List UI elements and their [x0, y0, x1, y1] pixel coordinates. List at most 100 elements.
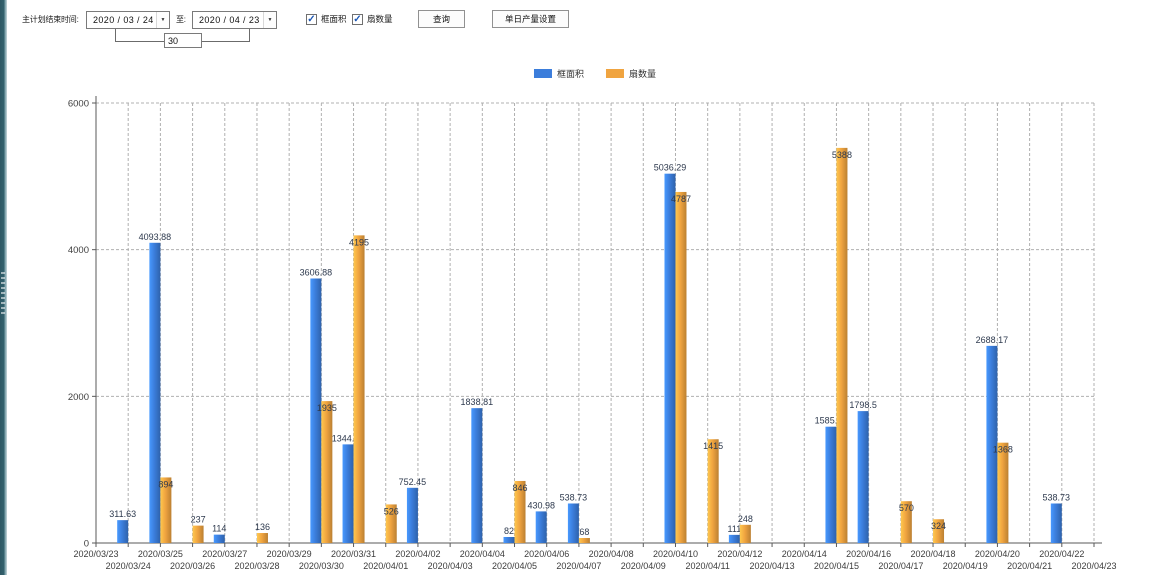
bar-value-label: 1935: [317, 403, 337, 413]
x-axis-label: 2020/04/11: [685, 561, 729, 571]
window-edge-strip: [0, 0, 7, 575]
bar-框面积-2020/04/06[interactable]: [535, 511, 547, 543]
bar-value-label: 82: [504, 526, 514, 536]
bar-value-label: 430.98: [527, 500, 555, 510]
bar-value-label: 894: [158, 479, 173, 489]
x-axis-label: 2020/04/22: [1039, 549, 1084, 559]
bar-扇数量-2020/04/10[interactable]: [675, 191, 687, 543]
bar-value-label: 136: [255, 522, 270, 532]
date-from-input[interactable]: 2020 / 03 / 24 ▼: [86, 11, 170, 29]
chevron-down-icon[interactable]: ▼: [263, 12, 276, 28]
x-axis-label: 2020/03/23: [73, 549, 118, 559]
x-axis-label: 2020/03/28: [234, 561, 279, 571]
x-axis-label: 2020/04/19: [943, 561, 988, 571]
bar-框面积-2020/04/15[interactable]: [825, 426, 837, 543]
bracket-line: [249, 29, 250, 42]
splitter-handle-icon[interactable]: [1, 272, 5, 314]
bar-扇数量-2020/04/01[interactable]: [385, 504, 397, 543]
chevron-down-icon[interactable]: ▼: [156, 12, 169, 28]
bar-value-label: 4195: [349, 237, 369, 247]
bar-扇数量-2020/04/07[interactable]: [578, 538, 590, 543]
bar-扇数量-2020/04/05[interactable]: [514, 480, 526, 543]
bar-框面积-2020/04/10[interactable]: [664, 173, 676, 544]
x-axis-label: 2020/04/03: [428, 561, 473, 571]
daily-output-setting-button[interactable]: 单日产量设置: [492, 10, 569, 28]
checkbox-frame-area-label: 框面积: [321, 14, 347, 24]
bar-扇数量-2020/03/30[interactable]: [321, 401, 333, 543]
bar-value-label: 1415: [703, 441, 723, 451]
bar-扇数量-2020/04/11[interactable]: [707, 439, 719, 543]
legend-swatch-frame-area: [533, 69, 552, 78]
checkbox-checked-icon[interactable]: ✓: [352, 13, 363, 25]
bar-扇数量-2020/04/17[interactable]: [900, 501, 912, 543]
bar-框面积-2020/04/12[interactable]: [728, 534, 740, 543]
legend-item-frame-area[interactable]: 框面积: [533, 67, 584, 80]
x-axis-label: 2020/04/02: [395, 549, 440, 559]
bar-框面积-2020/03/31[interactable]: [342, 444, 354, 543]
bar-框面积-2020/04/16[interactable]: [857, 411, 869, 543]
bar-框面积-2020/03/30[interactable]: [310, 278, 322, 543]
x-axis-label: 2020/04/15: [814, 561, 859, 571]
x-axis-label: 2020/04/05: [492, 561, 537, 571]
checkbox-fan-count-label: 扇数量: [367, 14, 393, 24]
x-axis-label: 2020/03/29: [267, 549, 312, 559]
x-axis-label: 2020/04/17: [878, 561, 923, 571]
bar-value-label: 752.45: [399, 477, 427, 487]
x-axis-label: 2020/03/27: [202, 549, 247, 559]
bar-扇数量-2020/03/25[interactable]: [160, 477, 172, 543]
bar-框面积-2020/04/02[interactable]: [406, 487, 418, 543]
x-axis-label: 2020/04/04: [460, 549, 505, 559]
bar-扇数量-2020/04/20[interactable]: [997, 442, 1009, 543]
bar-框面积-2020/04/07[interactable]: [567, 503, 579, 543]
bar-扇数量-2020/04/12[interactable]: [739, 524, 751, 543]
interval-days-value: 30: [168, 35, 179, 46]
x-axis-label: 2020/03/24: [106, 561, 151, 571]
bar-value-label: 114: [212, 524, 226, 534]
bar-框面积-2020/04/05[interactable]: [503, 536, 515, 543]
bar-扇数量-2020/03/28[interactable]: [256, 533, 268, 543]
checkbox-fan-count[interactable]: ✓ 扇数量: [352, 13, 393, 25]
x-axis-label: 2020/04/21: [1007, 561, 1052, 571]
y-axis-label: 0: [84, 539, 89, 550]
bar-扇数量-2020/04/15[interactable]: [836, 147, 848, 543]
legend-item-fan-count[interactable]: 扇数量: [606, 67, 656, 80]
bar-value-label: 526: [384, 506, 399, 516]
bar-框面积-2020/04/20[interactable]: [986, 345, 998, 543]
bar-value-label: 570: [899, 503, 914, 513]
bar-value-label: 4093.88: [139, 232, 172, 242]
x-axis-label: 2020/04/08: [589, 549, 634, 559]
date-from-value: 2020 / 03 / 24: [93, 15, 154, 25]
x-axis-label: 2020/04/20: [975, 549, 1020, 559]
bar-value-label: 1585.96: [815, 416, 848, 426]
x-axis-label: 2020/04/13: [750, 561, 795, 571]
legend-label: 框面积: [556, 69, 584, 79]
bar-框面积-2020/03/27[interactable]: [213, 534, 225, 543]
bar-扇数量-2020/04/18[interactable]: [933, 519, 945, 543]
bar-扇数量-2020/03/26[interactable]: [192, 525, 204, 543]
x-axis-label: 2020/04/18: [911, 549, 956, 559]
query-button[interactable]: 查询: [418, 10, 465, 28]
checkbox-frame-area[interactable]: ✓ 框面积: [306, 13, 347, 25]
bar-value-label: 248: [738, 514, 753, 524]
bar-value-label: 1344.95: [332, 433, 365, 443]
bar-框面积-2020/04/04[interactable]: [471, 408, 483, 543]
bar-value-label: 538.73: [1043, 492, 1071, 502]
bar-扇数量-2020/03/31[interactable]: [353, 235, 365, 543]
y-axis-label: 2000: [68, 392, 89, 403]
bar-框面积-2020/03/24[interactable]: [117, 520, 129, 543]
bar-value-label: 5388: [832, 150, 852, 160]
legend-swatch-fan-count: [606, 69, 624, 78]
bar-框面积-2020/04/22[interactable]: [1050, 503, 1062, 543]
checkbox-checked-icon[interactable]: ✓: [306, 13, 317, 25]
bar-value-label: 111: [728, 524, 742, 534]
bar-value-label: 846: [513, 483, 528, 493]
x-axis-label: 2020/04/14: [782, 549, 827, 559]
interval-days-input[interactable]: 30: [164, 33, 202, 48]
x-axis-label: 2020/04/12: [717, 549, 762, 559]
chart-legend: 框面积 扇数量: [533, 67, 656, 80]
date-to-value: 2020 / 04 / 23: [199, 15, 260, 25]
bar-框面积-2020/03/25[interactable]: [149, 242, 161, 543]
date-to-input[interactable]: 2020 / 04 / 23 ▼: [192, 11, 277, 29]
